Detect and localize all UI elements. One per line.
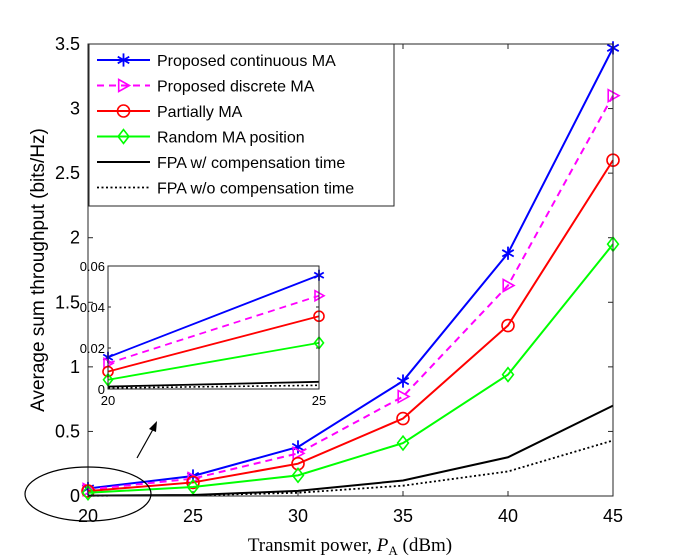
legend-entry: Proposed continuous MA	[97, 53, 336, 70]
main-series-group	[81, 41, 621, 501]
series-line	[87, 47, 614, 490]
data-point	[396, 411, 410, 426]
series-line	[87, 439, 614, 497]
legend-entry: Random MA position	[97, 128, 305, 147]
x-tick-label: 30	[288, 506, 308, 526]
data-point	[186, 478, 200, 496]
legend: Proposed continuous MA Proposed discrete …	[88, 43, 395, 207]
data-point	[607, 88, 621, 104]
x-tick-label: 35	[393, 506, 413, 526]
legend-label: Partially MA	[157, 104, 243, 121]
inset-x-tick-label: 20	[101, 393, 115, 408]
series-5	[87, 404, 614, 497]
series-6	[87, 439, 614, 497]
data-point	[186, 475, 200, 490]
data-point	[501, 366, 515, 383]
y-axis-ticks: 0 0.5 1 1.5 2 2.5 3 3.5	[55, 34, 613, 506]
x-tick-label: 40	[498, 506, 518, 526]
y-tick-label: 2.5	[55, 163, 80, 183]
legend-marker	[116, 104, 131, 118]
y-tick-label: 3	[70, 99, 80, 119]
series-3	[81, 153, 620, 498]
data-point	[397, 389, 411, 404]
x-axis-label-prefix: Transmit power,	[248, 535, 377, 556]
series-4	[81, 235, 620, 501]
x-axis-label-subscript: A	[388, 543, 398, 558]
legend-box	[88, 43, 395, 207]
data-point	[81, 484, 95, 501]
inset-series-line	[107, 274, 320, 359]
y-tick-label: 1	[70, 357, 80, 377]
legend-label: Random MA position	[157, 130, 305, 147]
y-axis-label: Average sum throughput (bits/Hz)	[28, 128, 49, 412]
legend-entry: Proposed discrete MA	[97, 78, 315, 96]
y-tick-label: 1.5	[55, 292, 80, 312]
inset-y-tick-label: 0.06	[80, 259, 105, 274]
x-tick-label: 20	[78, 506, 98, 526]
series-line	[87, 159, 614, 493]
x-axis-label-suffix: (dBm)	[398, 535, 452, 556]
data-point	[501, 246, 515, 260]
legend-label: FPA w/ compensation time	[157, 155, 345, 172]
inset-y-tick-label: 0.04	[80, 300, 105, 315]
legend-marker	[117, 53, 130, 67]
inset-series-line	[107, 315, 320, 373]
legend-label: FPA w/o compensation time	[157, 181, 354, 198]
legend-entry: Partially MA	[97, 104, 243, 121]
inset-series-line	[107, 380, 320, 388]
inset-axes-area	[108, 266, 319, 389]
zoom-region-ellipse	[24, 466, 152, 522]
y-tick-label: 2	[70, 228, 80, 248]
legend-label: Proposed continuous MA	[157, 53, 336, 70]
data-point	[396, 434, 410, 452]
inset-axes-box	[107, 265, 320, 390]
series-line	[87, 243, 614, 494]
inset-plot: 0 0.02 0.04 0.06 20 25	[80, 259, 327, 408]
inset-x-tick-label: 25	[312, 393, 326, 408]
x-tick-label: 45	[603, 506, 623, 526]
legend-marker	[117, 128, 130, 145]
y-tick-label: 0.5	[55, 421, 80, 441]
legend-entry: FPA w/o compensation time	[97, 181, 354, 198]
x-tick-label: 25	[183, 506, 203, 526]
zoom-arrow-head	[149, 421, 157, 432]
series-line	[87, 404, 614, 497]
inset-y-axis-ticks: 0 0.02 0.04 0.06	[80, 259, 319, 397]
data-point	[396, 374, 410, 388]
data-point	[291, 467, 305, 484]
series-1	[81, 41, 620, 496]
series-line	[87, 95, 614, 491]
x-axis-label-variable: P	[376, 535, 389, 556]
inset-series-6	[107, 384, 320, 389]
y-tick-label: 0	[70, 486, 80, 506]
y-tick-label: 3.5	[55, 34, 80, 54]
legend-label: Proposed discrete MA	[157, 79, 315, 96]
legend-marker	[117, 78, 132, 93]
inset-series-line	[107, 384, 320, 389]
data-point	[292, 446, 306, 461]
data-point	[501, 318, 515, 333]
inset-series-line	[107, 341, 320, 381]
inset-series-5	[107, 380, 320, 388]
inset-y-tick-label: 0.02	[80, 341, 105, 356]
legend-entry: FPA w/ compensation time	[97, 155, 345, 172]
data-point	[502, 278, 516, 293]
data-point	[291, 440, 305, 454]
inset-y-tick-label: 0	[98, 382, 105, 397]
x-axis-label: Transmit power, PA (dBm)	[248, 535, 452, 558]
inset-series-line	[107, 294, 320, 365]
legend-items: Proposed continuous MA Proposed discrete …	[97, 53, 354, 198]
